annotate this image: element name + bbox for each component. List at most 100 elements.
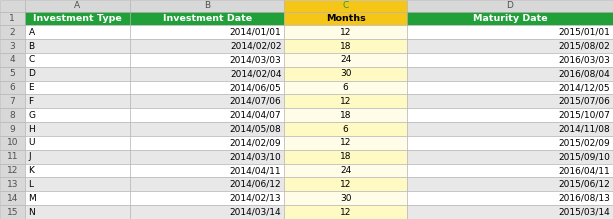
Text: 2014/02/04: 2014/02/04 [230,69,281,78]
Text: 2016/03/03: 2016/03/03 [558,55,610,64]
Text: 2015/07/06: 2015/07/06 [558,97,610,106]
Bar [25,39,130,53]
Bar [25,12,130,25]
Bar [284,67,407,81]
Bar [25,67,130,81]
Text: 15: 15 [7,208,18,217]
Text: B: B [29,42,35,51]
Text: 13: 13 [7,180,18,189]
Text: 12: 12 [340,180,351,189]
Bar [130,12,284,25]
Text: 2015/09/10: 2015/09/10 [558,152,610,161]
Bar [25,25,130,39]
Bar [407,12,613,25]
Bar [0,39,25,53]
Text: 2016/08/04: 2016/08/04 [558,69,610,78]
Text: 18: 18 [340,152,351,161]
Text: 8: 8 [9,111,15,120]
Text: F: F [29,97,34,106]
Bar [0,150,25,164]
Text: 5: 5 [9,69,15,78]
Text: 24: 24 [340,55,351,64]
Text: 2016/04/11: 2016/04/11 [558,166,610,175]
Text: 2: 2 [9,28,15,37]
Bar [407,94,613,108]
Bar [25,191,130,205]
Bar [130,191,284,205]
Text: 6: 6 [343,125,349,134]
Bar [407,177,613,191]
Text: 2015/06/12: 2015/06/12 [558,180,610,189]
Text: 1: 1 [9,14,15,23]
Text: 2014/04/11: 2014/04/11 [230,166,281,175]
Bar [407,81,613,94]
Text: 2014/03/03: 2014/03/03 [230,55,281,64]
Text: J: J [29,152,31,161]
Text: 7: 7 [9,97,15,106]
Bar [407,39,613,53]
Text: 3: 3 [9,42,15,51]
Bar [0,12,25,25]
Text: 2014/02/09: 2014/02/09 [230,138,281,147]
Text: E: E [29,83,34,92]
Bar [130,108,284,122]
Text: 2014/01/01: 2014/01/01 [230,28,281,37]
Text: 30: 30 [340,194,351,203]
Text: 12: 12 [340,208,351,217]
Bar [0,0,25,12]
Bar [284,191,407,205]
Text: Maturity Date: Maturity Date [473,14,547,23]
Bar [130,25,284,39]
Bar [25,164,130,177]
Bar [407,108,613,122]
Text: Investment Type: Investment Type [33,14,121,23]
Bar [25,108,130,122]
Text: 24: 24 [340,166,351,175]
Bar [0,108,25,122]
Text: 30: 30 [340,69,351,78]
Bar [407,67,613,81]
Text: 2014/07/06: 2014/07/06 [230,97,281,106]
Bar [130,81,284,94]
Text: A: A [74,1,80,10]
Bar [407,122,613,136]
Bar [407,205,613,219]
Bar [25,53,130,67]
Text: U: U [29,138,35,147]
Bar [284,164,407,177]
Bar [130,136,284,150]
Text: K: K [29,166,34,175]
Bar [25,136,130,150]
Bar [130,0,284,12]
Text: H: H [29,125,36,134]
Text: 2015/10/07: 2015/10/07 [558,111,610,120]
Bar [284,122,407,136]
Bar [284,205,407,219]
Bar [407,53,613,67]
Bar [130,205,284,219]
Text: 4: 4 [9,55,15,64]
Text: 6: 6 [9,83,15,92]
Text: M: M [29,194,36,203]
Bar [130,39,284,53]
Text: 2014/02/02: 2014/02/02 [230,42,281,51]
Bar [0,81,25,94]
Bar [407,150,613,164]
Bar [0,177,25,191]
Bar [284,94,407,108]
Bar [284,53,407,67]
Bar [0,164,25,177]
Text: 2014/02/13: 2014/02/13 [230,194,281,203]
Text: 18: 18 [340,111,351,120]
Bar [284,150,407,164]
Bar [25,94,130,108]
Text: 14: 14 [7,194,18,203]
Text: D: D [29,69,36,78]
Bar [0,94,25,108]
Bar [284,108,407,122]
Bar [284,177,407,191]
Bar [0,136,25,150]
Text: 2014/03/10: 2014/03/10 [230,152,281,161]
Bar [0,205,25,219]
Bar [407,25,613,39]
